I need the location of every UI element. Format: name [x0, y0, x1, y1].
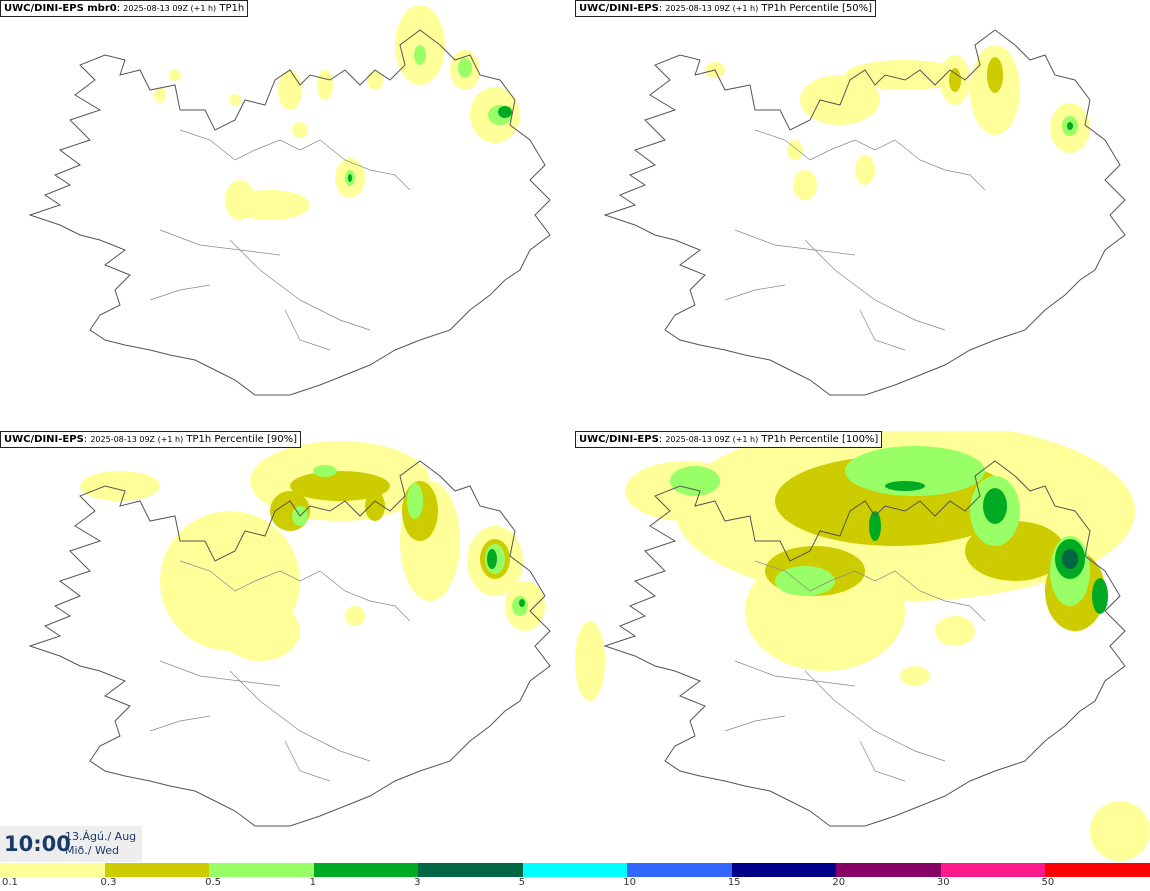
coastline — [28, 460, 551, 827]
legend-tick-label: 30 — [936, 877, 950, 888]
legend-swatch — [731, 863, 837, 877]
panel-p100: UWC/DINI-EPS: 2025-08-13 09Z (+1 h) TP1h… — [575, 431, 1150, 862]
legend-tick-label: 15 — [727, 877, 741, 888]
precip-shading — [575, 431, 1150, 861]
legend-tick-label: 0.3 — [100, 877, 117, 888]
precip-map — [28, 441, 551, 827]
panel-title: UWC/DINI-EPS: 2025-08-13 09Z (+1 h) TP1h… — [575, 0, 876, 17]
coastline — [603, 460, 1126, 827]
valid-time: 10:00 — [4, 832, 71, 856]
panel-p50: UWC/DINI-EPS: 2025-08-13 09Z (+1 h) TP1h… — [575, 0, 1150, 431]
legend-swatch — [627, 863, 732, 877]
legend-swatch — [0, 863, 105, 877]
valid-weekday: Mið./ Wed — [65, 844, 119, 857]
legend-tick-label: 5 — [518, 877, 526, 888]
legend-tick-label: 0.5 — [205, 877, 221, 888]
legend-ticks: 0.1 0.3 0.5 1 3 5 10 15 20 30 50 — [0, 877, 1150, 891]
panel-title: UWC/DINI-EPS mbr0: 2025-08-13 09Z (+1 h)… — [0, 0, 249, 17]
precip-shading — [705, 45, 1090, 200]
panel-p90: UWC/DINI-EPS: 2025-08-13 09Z (+1 h) TP1h… — [0, 431, 575, 862]
legend-swatch — [104, 863, 210, 877]
valid-date-day: 13.Ágú./ Aug — [65, 830, 137, 843]
coastline — [28, 29, 551, 396]
legend-swatch — [940, 863, 1046, 877]
coastline — [603, 29, 1126, 396]
legend-swatch — [522, 863, 628, 877]
legend-tick-label: 3 — [414, 877, 421, 888]
legend-swatch — [313, 863, 419, 877]
panel-mbr0: UWC/DINI-EPS mbr0: 2025-08-13 09Z (+1 h)… — [0, 0, 575, 431]
legend-tick-label: 0.1 — [2, 877, 18, 888]
legend-swatch — [836, 863, 941, 877]
precip-map — [603, 29, 1126, 396]
panel-title: UWC/DINI-EPS: 2025-08-13 09Z (+1 h) TP1h… — [575, 431, 883, 448]
legend-tick-label: 20 — [832, 877, 846, 888]
valid-time-box: 10:00 13.Ágú./ Aug Mið./ Wed — [0, 826, 142, 862]
precip-map — [28, 5, 551, 396]
panel-title: UWC/DINI-EPS: 2025-08-13 09Z (+1 h) TP1h… — [0, 431, 301, 448]
legend-tick-label: 10 — [623, 877, 636, 888]
legend-tick-label: 1 — [309, 877, 316, 888]
legend-swatch — [209, 863, 314, 877]
valid-date: 13.Ágú./ Aug Mið./ Wed — [65, 830, 136, 858]
precip-shading — [80, 441, 545, 661]
legend-tick-label: 50 — [1041, 877, 1055, 888]
precip-shading — [154, 5, 520, 220]
legend-swatch — [1045, 863, 1150, 877]
color-legend — [0, 863, 1150, 877]
legend-swatch — [418, 863, 523, 877]
precip-map — [575, 431, 1150, 861]
